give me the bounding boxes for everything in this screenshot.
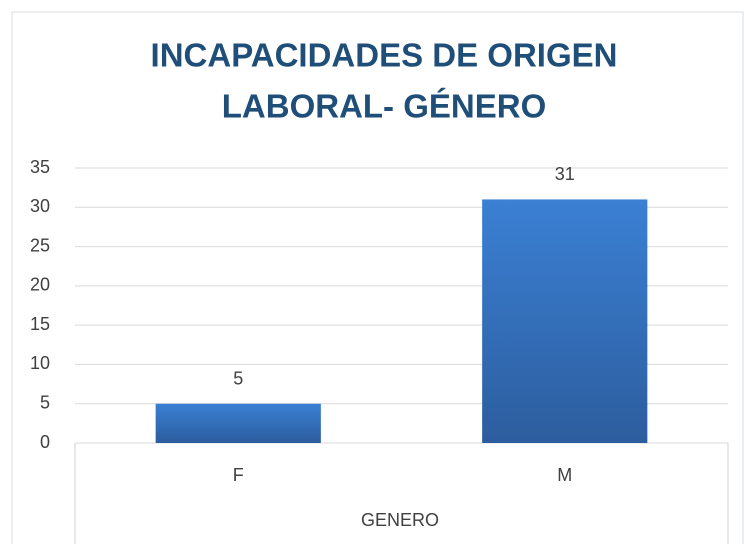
- y-tick-label: 25: [30, 235, 50, 255]
- y-tick-label: 20: [30, 275, 50, 295]
- y-tick-label: 0: [40, 432, 50, 452]
- y-tick-label: 10: [30, 353, 50, 373]
- y-tick-label: 5: [40, 392, 50, 412]
- data-label: 5: [233, 368, 243, 388]
- y-tick-label: 35: [30, 157, 50, 177]
- y-tick-label: 15: [30, 314, 50, 334]
- y-tick-label: 30: [30, 196, 50, 216]
- bar: [155, 403, 321, 443]
- x-axis-label: GENERO: [361, 510, 439, 530]
- chart-title: INCAPACIDADES DE ORIGEN: [151, 37, 618, 74]
- data-label: 31: [555, 164, 575, 184]
- chart-title: LABORAL- GÉNERO: [222, 88, 547, 125]
- x-tick-label: M: [557, 465, 572, 485]
- bar: [482, 199, 648, 443]
- x-tick-label: F: [233, 465, 244, 485]
- chart-border: [11, 11, 744, 544]
